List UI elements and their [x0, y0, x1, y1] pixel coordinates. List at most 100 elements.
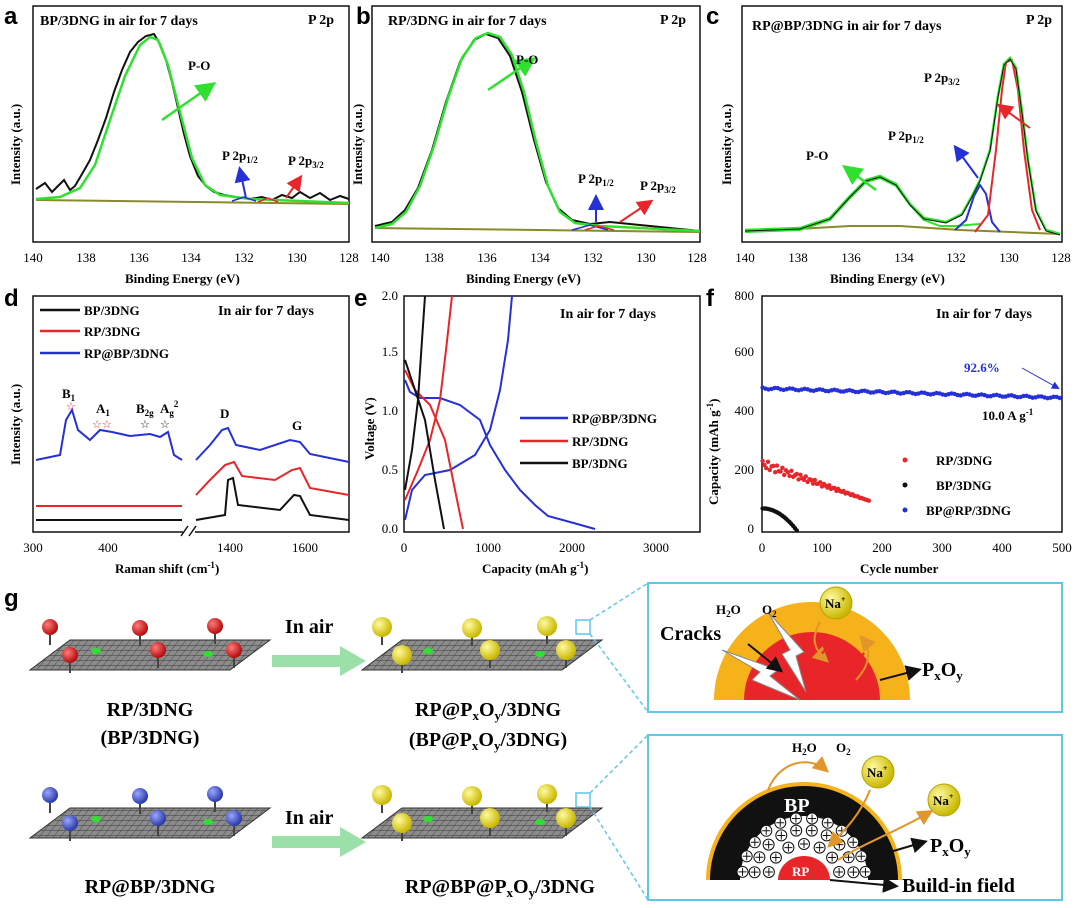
tick-b-128: 128	[687, 250, 707, 265]
panel-label-c: c	[706, 3, 719, 30]
panel-f-point-rp-3dng	[787, 473, 792, 479]
panel-a-ylabel: Intensity (a.u.)	[8, 104, 23, 185]
blue-p-particle	[150, 810, 166, 826]
box1-cracks-arrow	[747, 643, 784, 673]
panel-f-scatter-points	[760, 385, 1062, 533]
label-row1-right: RP@PxOy/3DNG	[415, 699, 561, 723]
tick-c-132: 132	[946, 250, 966, 265]
oxidized-particle	[556, 808, 576, 828]
panel-b-p32-peak	[584, 225, 615, 231]
panel-a-p12-label: P 2p1/2	[222, 148, 258, 165]
panel-c-p12-label: P 2p1/2	[888, 128, 924, 145]
dopant-spot	[423, 648, 433, 654]
oxidized-particle	[392, 813, 412, 833]
panel-f-point-rp-3dng	[866, 498, 871, 503]
blue-p-particle	[207, 786, 223, 802]
panel-f: f In air for 7 days Capacity (mAh g-1) C…	[705, 285, 1072, 576]
tick-e-x0: 0	[401, 540, 408, 555]
panel-d-peak-a1: A1	[96, 401, 110, 418]
panel-d-peak-g: G	[292, 418, 302, 433]
panel-f-yticks: 0 200 400 600 800	[735, 288, 755, 536]
box1-o2: O2	[762, 602, 777, 619]
charge-plus	[828, 853, 837, 862]
panel-c-title: RP@BP/3DNG in air for 7 days	[752, 19, 942, 34]
panel-e-curve-rp-charge	[404, 295, 453, 501]
panel-f-point-rp-3dng	[774, 463, 780, 468]
dopant-spot	[91, 648, 101, 654]
box1-na-arrow-in	[811, 621, 829, 663]
panel-d-peak-d: D	[220, 406, 229, 421]
panel-d-curve-bp	[36, 476, 350, 521]
box1-pxoy-arrow	[879, 665, 922, 681]
tick-b-130: 130	[636, 250, 656, 265]
blue-p-particle	[226, 810, 242, 826]
tick-f-x200: 200	[872, 540, 892, 555]
arrow-row2	[272, 827, 366, 857]
tick-f-x400: 400	[992, 540, 1012, 555]
charge-plus	[750, 868, 759, 877]
tick-c-138: 138	[788, 250, 808, 265]
panel-f-point-rp-3dng	[785, 470, 790, 475]
panel-b-xticks: 140 138 136 134 132 130 128	[370, 250, 707, 265]
panel-label-e: e	[354, 285, 367, 312]
panel-a-p32-peak	[257, 197, 279, 203]
panel-f-ylabel: Capacity (mAh g-1)	[705, 399, 721, 505]
panel-c-po-label: P-O	[806, 148, 828, 163]
sheet-row1-left	[28, 639, 272, 671]
oxidized-particle	[556, 640, 576, 660]
panel-d-peak-b2g: B2g	[136, 401, 154, 418]
box2-field-arrow	[829, 876, 899, 893]
box1-h2o: H2O	[716, 602, 741, 619]
red-p-particle	[207, 618, 223, 634]
phosphorus-particles	[42, 616, 576, 841]
panel-a-frame	[32, 5, 350, 243]
box2-bp-label: BP	[784, 795, 810, 817]
panel-f-point-rp-3dng	[803, 474, 808, 479]
panel-a-po-label: P-O	[188, 58, 210, 73]
tick-d-400: 400	[98, 540, 118, 555]
panel-c: c RP@BP/3DNG in air for 7 days P 2p Inte…	[706, 3, 1071, 286]
box1-na-arrow-out	[855, 634, 876, 681]
zoom-line-row1-top	[589, 582, 649, 621]
box1-na-ion	[819, 586, 853, 620]
panel-f-point-rp-3dng	[780, 465, 785, 470]
panel-f-point-bp-rp-3dng	[1057, 395, 1062, 401]
panel-e-xticks: 0 1000 2000 3000	[401, 540, 669, 555]
panel-f-point-rp-3dng	[789, 468, 794, 473]
panel-e-frame	[403, 295, 701, 533]
panel-f-legend-rp-dot	[902, 457, 908, 463]
tick-f-y200: 200	[735, 462, 755, 477]
zoom-line-row1-bottom	[589, 633, 649, 713]
tick-e-x1000: 1000	[475, 540, 501, 555]
panel-a-p12-arrow	[234, 166, 251, 199]
panel-f-point-rp-3dng	[765, 459, 771, 464]
panel-a-title: BP/3DNG in air for 7 days	[40, 14, 198, 29]
panel-d-peak-ag2: Ag2	[160, 399, 179, 418]
oxidized-particle	[480, 640, 500, 660]
oxidized-particle	[372, 617, 392, 637]
panel-f-point-rp-3dng	[771, 463, 776, 469]
zoom-marker-row2	[575, 792, 591, 808]
panel-a-p32-arrow	[285, 174, 303, 199]
panel-e-yticks: 0.0 0.5 1.0 1.5 2.0	[382, 288, 398, 536]
oxidized-particle	[462, 786, 482, 806]
red-p-particle	[42, 619, 58, 635]
panel-f-retention: 92.6%	[964, 360, 1000, 375]
panel-a-background	[35, 199, 350, 205]
panel-b-p32-arrow	[619, 199, 654, 223]
zoom-line-row2-top	[589, 734, 649, 794]
panel-e-curve-rpbp-discharge	[404, 379, 596, 530]
tick-c-134: 134	[894, 250, 914, 265]
panel-d-peak-b1-star: ☆	[66, 401, 76, 413]
box2-field-label: Build-in field	[902, 875, 1015, 897]
panel-b-title: RP/3DNG in air for 7 days	[388, 14, 547, 29]
dopant-spot	[535, 651, 545, 657]
panel-d-frame	[32, 295, 350, 533]
panel-f-point-rp-3dng	[767, 467, 772, 473]
panel-f-frame	[761, 295, 1063, 533]
oxidized-particle	[480, 808, 500, 828]
tick-f-x300: 300	[932, 540, 952, 555]
panel-e-curve-bp-charge	[404, 295, 426, 491]
box1-na-label: Na+	[825, 595, 846, 611]
charge-plus	[800, 840, 808, 848]
